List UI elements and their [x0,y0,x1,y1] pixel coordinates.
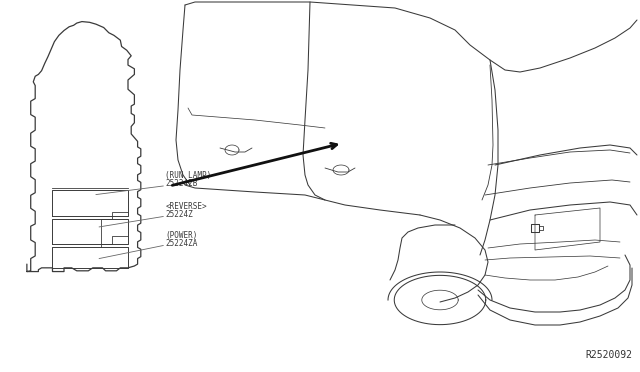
Text: 25224Z: 25224Z [165,209,193,218]
Text: 252242B: 252242B [165,179,198,188]
Text: (RUN LAMP): (RUN LAMP) [165,171,211,180]
Text: R2520092: R2520092 [585,350,632,360]
Text: 25224ZA: 25224ZA [165,238,198,247]
Text: <REVERSE>: <REVERSE> [165,202,207,211]
Text: (POWER): (POWER) [165,231,198,240]
